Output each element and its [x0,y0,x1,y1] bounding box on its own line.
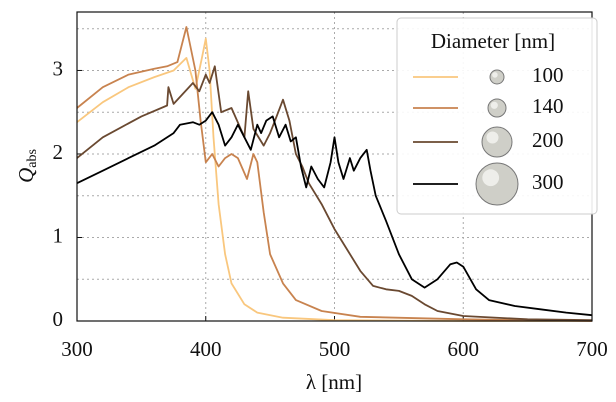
data-line [76,111,593,317]
y-axis-label-symbol: Q [14,168,38,183]
x-axis-label: λ [nm] [306,370,362,394]
y-tick-label: 1 [53,223,64,247]
data-line [76,65,593,322]
legend-icon-shade [492,72,498,78]
legend-icon [475,162,519,206]
x-tick-label: 500 [319,337,351,361]
y-axis-label-subscript: abs [25,149,40,168]
x-tick-label: 600 [448,337,480,361]
legend-title: Diameter [nm] [431,29,555,53]
data-line [76,26,593,322]
data-line [76,37,592,322]
legend-icon-shade [490,101,498,109]
legend-icon [481,126,513,158]
legend-icon-shade [482,169,500,187]
x-tick-label: 700 [576,337,608,361]
y-tick-label: 3 [53,56,64,80]
x-tick-label: 400 [190,337,222,361]
legend: Diameter [nm] 100 140 200 300 [396,17,598,215]
legend-icon-shade [486,131,499,144]
legend-label: 140 [532,94,564,118]
y-tick-label: 0 [53,307,64,331]
y-axis-label: Qabs [14,149,40,183]
legend-label: 200 [532,128,564,152]
legend-label: 100 [532,63,564,87]
x-tick-label: 300 [61,337,93,361]
legend-label: 300 [532,170,564,194]
legend-icon [487,98,507,118]
legend-icon [489,69,505,85]
y-tick-label: 2 [53,140,64,164]
